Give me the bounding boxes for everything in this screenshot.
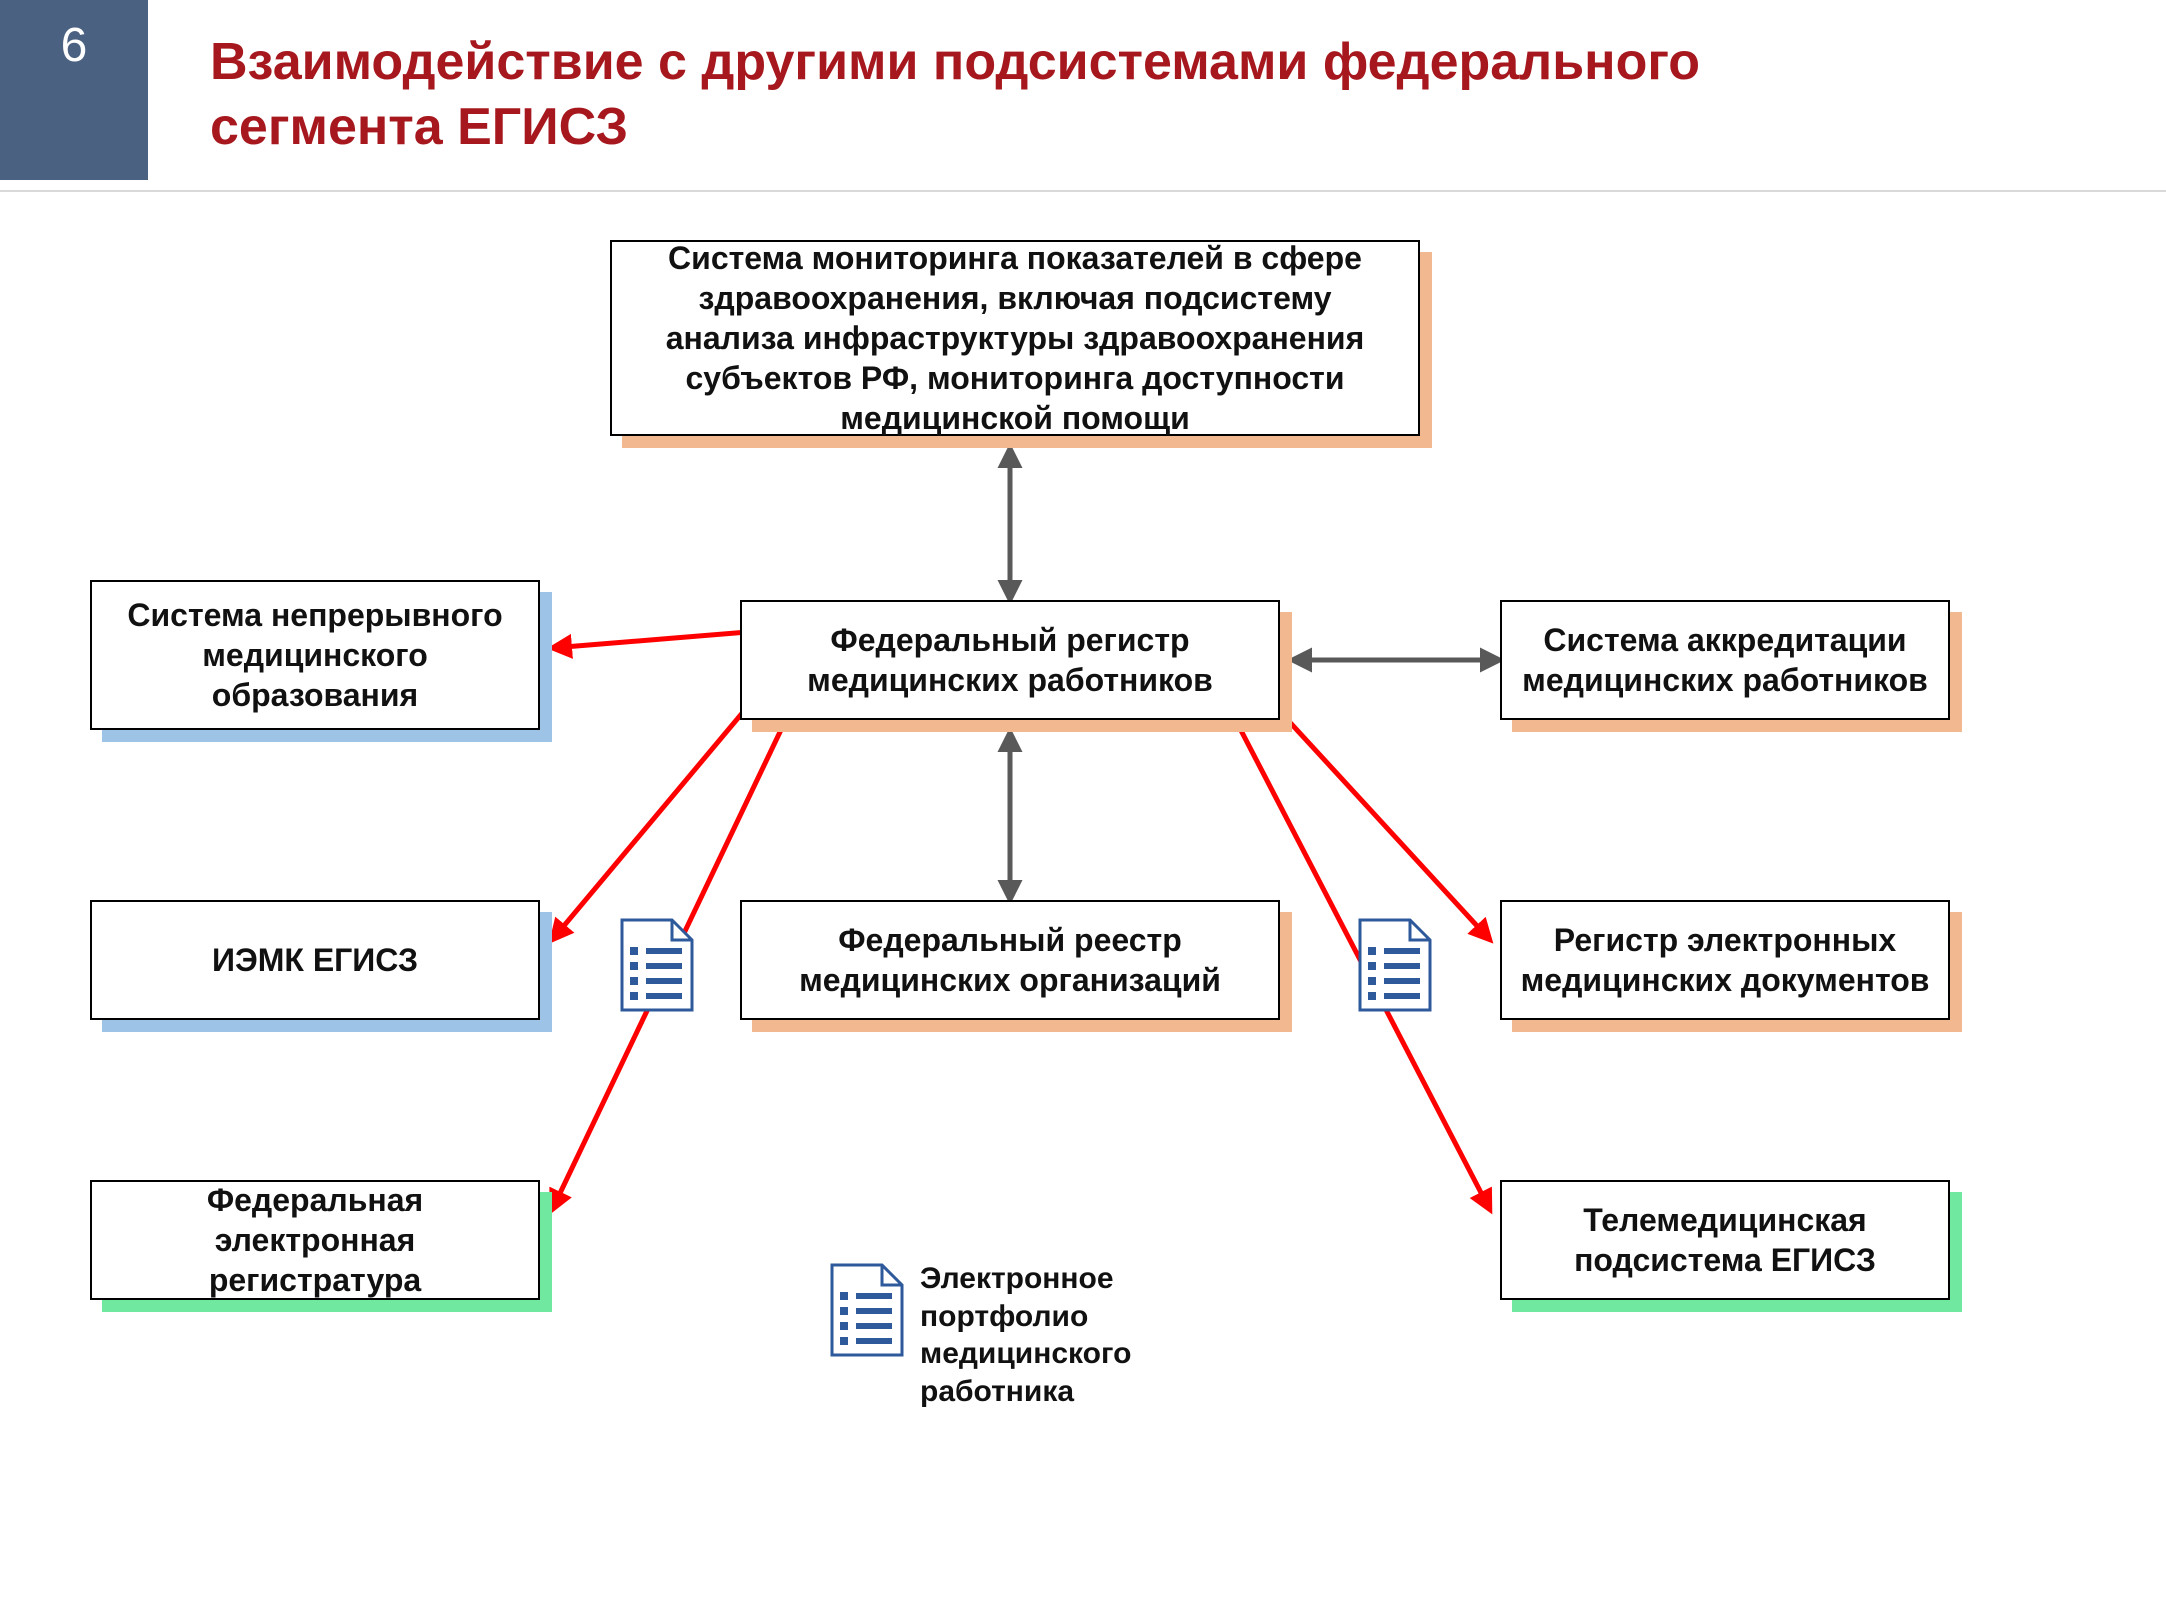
node-label: Система мониторинга показателей в сфере … (610, 240, 1420, 436)
title-underline (0, 190, 2166, 192)
node-label: Система непрерывного медицинского образо… (90, 580, 540, 730)
node-accred: Система аккредитации медицинских работни… (1500, 600, 1950, 720)
document-icon (1360, 920, 1430, 1010)
slide-title: Взаимодействие с другими подсистемами фе… (210, 30, 1910, 160)
node-label: Телемедицинская подсистема ЕГИСЗ (1500, 1180, 1950, 1300)
node-remd: Регистр электронных медицинских документ… (1500, 900, 1950, 1020)
node-label: Федеральный реестр медицинских организац… (740, 900, 1280, 1020)
node-cme: Система непрерывного медицинского образо… (90, 580, 540, 730)
node-label: ИЭМК ЕГИСЗ (90, 900, 540, 1020)
diagram-canvas: Система мониторинга показателей в сфере … (0, 200, 2166, 1604)
node-monitor: Система мониторинга показателей в сфере … (610, 240, 1420, 436)
node-reestr: Федеральный реестр медицинских организац… (740, 900, 1280, 1020)
node-label: Система аккредитации медицинских работни… (1500, 600, 1950, 720)
edge-registr-cme (552, 630, 772, 648)
document-icon (622, 920, 692, 1010)
node-label: Федеральный регистр медицинских работник… (740, 600, 1280, 720)
node-label: Регистр электронных медицинских документ… (1500, 900, 1950, 1020)
legend-label: Электронное портфолио медицинского работ… (920, 1260, 1180, 1410)
node-telemed: Телемедицинская подсистема ЕГИСЗ (1500, 1180, 1950, 1300)
node-iemk: ИЭМК ЕГИСЗ (90, 900, 540, 1020)
slide-number: 6 (0, 0, 148, 180)
node-fer: Федеральная электронная регистратура (90, 1180, 540, 1300)
document-icon (832, 1265, 902, 1355)
node-label: Федеральная электронная регистратура (90, 1180, 540, 1300)
node-registr: Федеральный регистр медицинских работник… (740, 600, 1280, 720)
